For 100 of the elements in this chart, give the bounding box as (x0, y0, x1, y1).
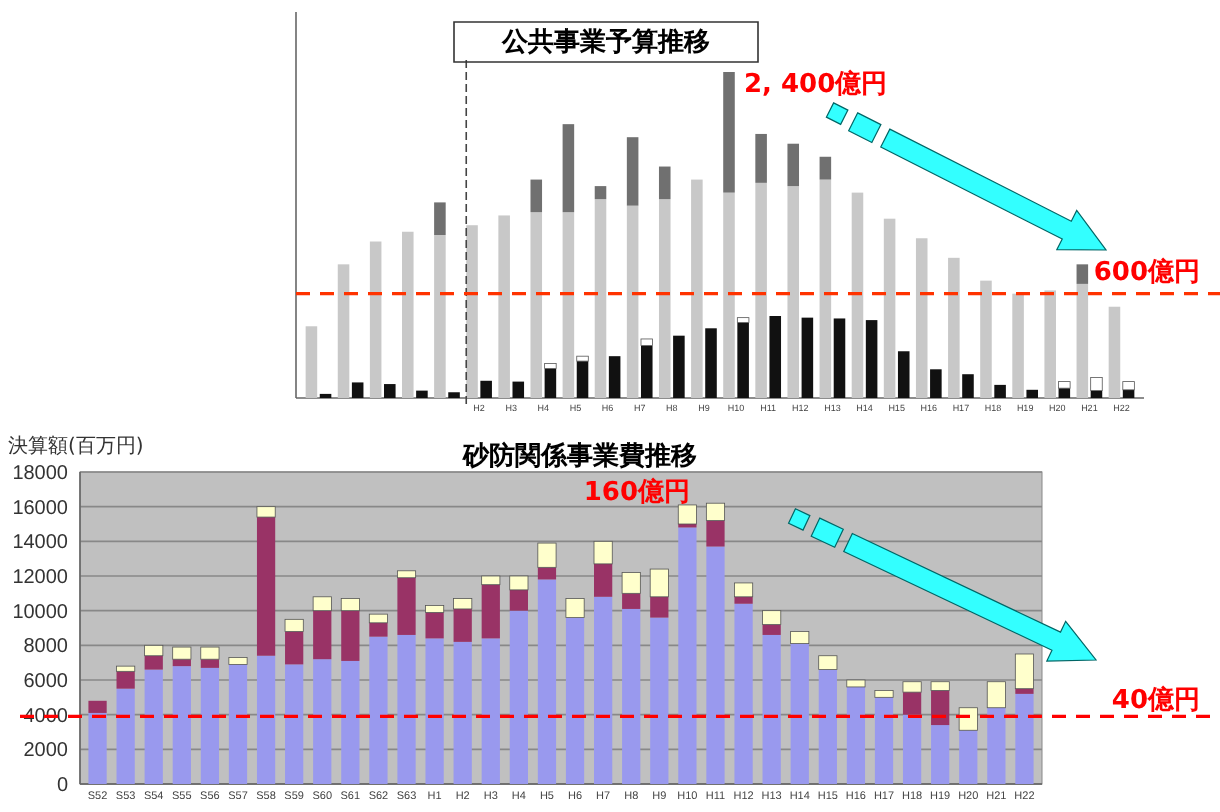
bar (931, 690, 950, 726)
bar (608, 356, 621, 398)
bar (537, 579, 557, 784)
bar (959, 730, 978, 784)
bar (915, 238, 928, 398)
bar (285, 664, 304, 784)
bar (369, 622, 388, 637)
bar (790, 631, 810, 644)
bar (787, 143, 800, 187)
bar (818, 655, 838, 670)
bar (453, 608, 472, 642)
bar (594, 199, 607, 398)
bar (1026, 389, 1038, 398)
bar (755, 182, 767, 398)
y-tick-label: 12000 (12, 567, 69, 589)
bar (658, 166, 671, 200)
bar (874, 690, 894, 698)
bar (621, 572, 641, 594)
bar (705, 502, 726, 521)
bar (341, 610, 360, 661)
y-tick-label: 2000 (23, 740, 69, 763)
bar (341, 660, 360, 784)
bar (723, 72, 735, 193)
ref-line-label: 600億円 (1093, 256, 1200, 288)
bar (509, 589, 528, 611)
bar (228, 664, 248, 784)
bar (691, 179, 703, 398)
y-tick-label: 16000 (12, 497, 69, 520)
bar (723, 192, 735, 398)
bar (480, 380, 492, 398)
bar (851, 192, 864, 398)
bar (594, 186, 607, 200)
bar (1015, 693, 1034, 784)
bar (734, 603, 753, 784)
bar (902, 714, 922, 784)
bar (402, 231, 414, 398)
bar (340, 598, 360, 612)
bar (986, 681, 1006, 709)
bar (958, 707, 978, 731)
bar (1014, 653, 1034, 690)
bar (368, 613, 388, 624)
bar (530, 212, 543, 398)
bar (734, 596, 753, 604)
bar (369, 241, 382, 398)
chart-title: 公共事業予算推移 (500, 28, 710, 58)
bar (509, 575, 529, 591)
bar (116, 665, 136, 672)
bar (930, 681, 950, 691)
bar (256, 517, 276, 656)
bar (1076, 283, 1089, 398)
bar (790, 643, 809, 784)
bar (819, 179, 832, 398)
bar (987, 707, 1006, 784)
bar (705, 328, 717, 398)
bar (434, 235, 446, 398)
bar (256, 506, 276, 518)
bar (200, 667, 220, 784)
bar (678, 527, 697, 784)
bar (1122, 381, 1135, 391)
bar (706, 520, 725, 547)
bar (787, 186, 800, 398)
bar (650, 596, 669, 618)
bar (453, 641, 472, 784)
bar (285, 631, 304, 665)
bar (1058, 381, 1071, 389)
bar (172, 646, 192, 660)
bar (337, 264, 350, 398)
bar (88, 712, 107, 784)
bar (677, 504, 697, 525)
annotation: 160億円 (583, 476, 690, 508)
y-tick-label: 6000 (23, 671, 69, 693)
bar (755, 133, 767, 183)
bar (762, 610, 782, 625)
bar (116, 688, 135, 784)
bar (425, 638, 444, 784)
bar (312, 596, 332, 612)
bar (256, 655, 276, 784)
bar (397, 634, 416, 784)
bar (1015, 688, 1034, 694)
bar (481, 575, 501, 586)
bar (200, 646, 220, 660)
y-tick-label: 14000 (12, 532, 69, 555)
ref-line-label: 40億円 (1111, 684, 1200, 716)
bar (640, 345, 653, 398)
bar (397, 577, 416, 635)
bar (313, 659, 332, 784)
bar (369, 636, 388, 784)
bar (384, 384, 396, 398)
bar (902, 692, 922, 715)
bar (994, 384, 1006, 398)
bar (650, 617, 669, 784)
bar (481, 638, 500, 784)
bar (537, 542, 557, 568)
bar (736, 317, 750, 323)
y-tick-label: 8000 (23, 636, 69, 659)
bar (200, 659, 220, 668)
bar (565, 617, 585, 784)
y-tick-label: 18000 (12, 463, 69, 485)
bar (594, 563, 613, 597)
bar (434, 202, 446, 235)
